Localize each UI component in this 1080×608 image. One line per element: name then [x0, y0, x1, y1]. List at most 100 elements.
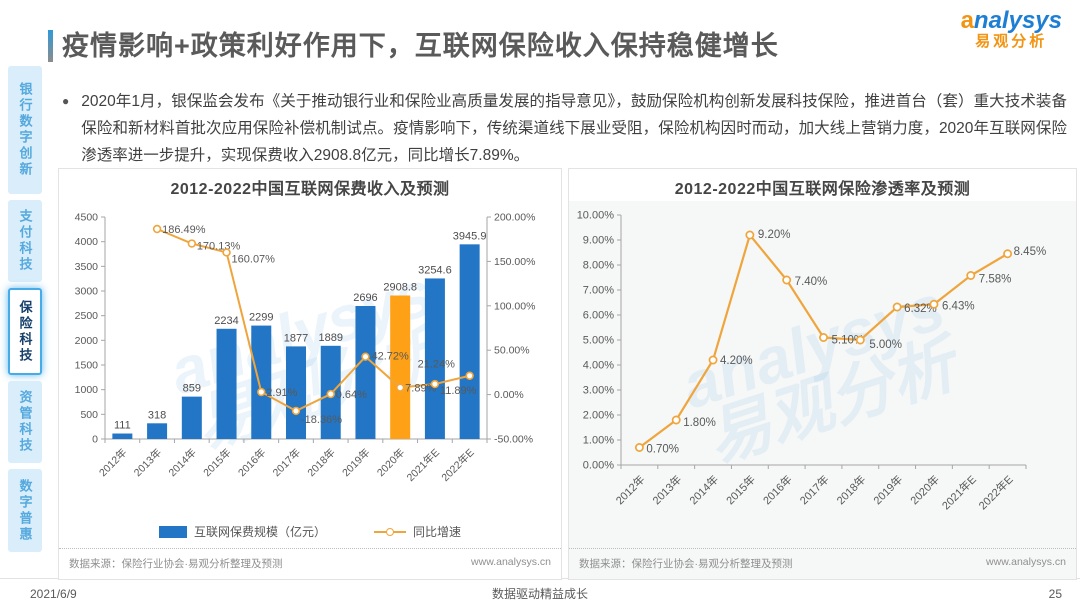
sidebar-item-digital-inclusion[interactable]: 数字普惠 [8, 469, 42, 552]
footer-slogan: 数据驱动精益成长 [491, 587, 588, 601]
penetration-chart-card: 2012-2022中国互联网保险渗透率及预测 analysys 易观分析 0.00… [568, 168, 1077, 580]
svg-text:2022年E: 2022年E [439, 446, 477, 484]
svg-text:21.24%: 21.24% [418, 359, 456, 371]
svg-text:1.00%: 1.00% [583, 435, 614, 447]
legend-bar-series: 互联网保费规模（亿元） [158, 523, 326, 540]
svg-text:0.00%: 0.00% [494, 389, 524, 401]
svg-text:2500: 2500 [75, 310, 99, 322]
analysys-logo: analysys 易观分析 [960, 7, 1062, 51]
svg-text:5.00%: 5.00% [583, 335, 614, 347]
svg-text:0.70%: 0.70% [646, 444, 679, 456]
svg-text:2696: 2696 [353, 292, 377, 304]
svg-text:2.91%: 2.91% [266, 387, 297, 399]
svg-text:0: 0 [92, 434, 98, 446]
premium-combo-chart: 0 500 1000 1500 2000 2500 3000 3500 4000 4500 -50.… [75, 212, 536, 485]
svg-text:2013年: 2013年 [131, 446, 164, 479]
svg-text:2016年: 2016年 [235, 446, 268, 479]
svg-text:500: 500 [80, 409, 98, 421]
svg-text:186.49%: 186.49% [162, 224, 206, 236]
svg-text:3000: 3000 [75, 286, 99, 298]
svg-text:2018年: 2018年 [833, 472, 868, 507]
svg-text:6.32%: 6.32% [904, 303, 937, 315]
svg-text:6.43%: 6.43% [942, 300, 975, 312]
right-chart-source-row: 数据来源：保险行业协会·易观分析整理及预测 www.analysys.cn [569, 548, 1076, 579]
footer: 2021/6/9 数据驱动精益成长 25 [0, 578, 1080, 608]
svg-text:1877: 1877 [284, 332, 308, 344]
svg-text:2908.8: 2908.8 [383, 281, 417, 293]
sidebar-item-asset-tech[interactable]: 资管科技 [8, 380, 42, 464]
svg-text:170.13%: 170.13% [197, 241, 241, 253]
svg-text:2.00%: 2.00% [583, 410, 614, 422]
svg-text:200.00%: 200.00% [494, 212, 535, 224]
left-chart-site: www.analysys.cn [471, 556, 551, 568]
left-chart-area: analysys 易观分析 0 500 1000 1500 2000 2500 3000 350… [59, 201, 561, 521]
line-marker-icon [374, 527, 406, 536]
svg-text:42.72%: 42.72% [371, 351, 409, 363]
svg-text:2020年: 2020年 [907, 472, 942, 507]
svg-text:7.58%: 7.58% [979, 274, 1012, 286]
svg-text:3254.6: 3254.6 [418, 264, 452, 276]
svg-text:10.00%: 10.00% [577, 210, 615, 222]
svg-text:2021年E: 2021年E [404, 446, 442, 484]
svg-text:160.07%: 160.07% [232, 253, 276, 265]
premium-income-chart-card: 2012-2022中国互联网保费收入及预测 analysys 易观分析 0 500 1… [58, 168, 562, 580]
svg-text:4.00%: 4.00% [583, 360, 614, 372]
right-chart-source: 数据来源：保险行业协会·易观分析整理及预测 [579, 558, 793, 570]
svg-text:5.10%: 5.10% [832, 335, 865, 347]
svg-text:2018年: 2018年 [305, 446, 338, 479]
page-number: 25 [1048, 586, 1062, 601]
svg-text:7.00%: 7.00% [583, 285, 614, 297]
logo-brand-text: analysys [960, 7, 1062, 34]
sidebar: 银行数字创新 支付科技 保险科技 资管科技 数字普惠 [8, 66, 42, 552]
svg-text:2000: 2000 [75, 335, 99, 347]
svg-text:8.00%: 8.00% [583, 260, 614, 272]
svg-text:50.00%: 50.00% [494, 345, 530, 357]
svg-text:-50.00%: -50.00% [494, 434, 533, 446]
logo-cn-text: 易观分析 [975, 33, 1048, 51]
svg-text:4.20%: 4.20% [720, 355, 753, 367]
svg-text:2021年E: 2021年E [939, 472, 979, 512]
svg-text:7.89%: 7.89% [405, 383, 436, 395]
sidebar-item-insurance-tech[interactable]: 保险科技 [8, 288, 42, 375]
svg-text:2019年: 2019年 [339, 446, 372, 479]
svg-text:2012年: 2012年 [96, 446, 129, 479]
svg-text:0.64%: 0.64% [336, 389, 367, 401]
svg-text:1000: 1000 [75, 384, 99, 396]
bullet-row: ● 2020年1月，银保监会发布《关于推动银行业和保险业高质量发展的指导意见》，… [62, 88, 1067, 169]
svg-text:2014年: 2014年 [166, 446, 199, 479]
svg-text:2014年: 2014年 [686, 472, 721, 507]
svg-text:7.40%: 7.40% [795, 276, 828, 288]
legend-line-series: 同比增速 [374, 523, 461, 540]
svg-text:2019年: 2019年 [870, 472, 905, 507]
right-chart-area: analysys 易观分析 0.00% 1.00% 2.00% 3.00% 4.00% 5.… [569, 201, 1076, 548]
svg-text:2017年: 2017年 [797, 472, 832, 507]
sidebar-item-payment-tech[interactable]: 支付科技 [8, 199, 42, 283]
svg-text:3.00%: 3.00% [583, 385, 614, 397]
svg-text:859: 859 [183, 383, 201, 395]
svg-text:2015年: 2015年 [201, 446, 234, 479]
svg-text:2015年: 2015年 [723, 472, 758, 507]
svg-text:2013年: 2013年 [649, 472, 684, 507]
svg-text:11.89%: 11.89% [440, 385, 477, 397]
svg-text:9.00%: 9.00% [583, 235, 614, 247]
svg-text:6.00%: 6.00% [583, 310, 614, 322]
svg-text:3945.9: 3945.9 [453, 230, 487, 242]
right-chart-title: 2012-2022中国互联网保险渗透率及预测 [569, 169, 1076, 201]
svg-text:150.00%: 150.00% [494, 256, 535, 268]
svg-text:2299: 2299 [249, 312, 273, 324]
left-chart-source-row: 数据来源：保险行业协会·易观分析整理及预测 www.analysys.cn [59, 548, 561, 579]
svg-text:4000: 4000 [75, 236, 99, 248]
left-chart-legend: 互联网保费规模（亿元） 同比增速 [59, 521, 561, 548]
sidebar-item-bank-digital[interactable]: 银行数字创新 [8, 66, 42, 194]
svg-text:2017年: 2017年 [270, 446, 303, 479]
page-title: 疫情影响+政策利好作用下，互联网保险收入保持稳健增长 [62, 31, 779, 61]
bullet-icon: ● [62, 94, 70, 108]
left-chart-title: 2012-2022中国互联网保费收入及预测 [59, 169, 561, 201]
svg-text:2022年E: 2022年E [976, 472, 1016, 512]
title-accent-bar [48, 30, 53, 62]
svg-text:-18.36%: -18.36% [301, 414, 342, 426]
svg-text:2016年: 2016年 [760, 472, 795, 507]
svg-text:111: 111 [114, 420, 131, 432]
left-chart-source: 数据来源：保险行业协会·易观分析整理及预测 [69, 558, 283, 570]
